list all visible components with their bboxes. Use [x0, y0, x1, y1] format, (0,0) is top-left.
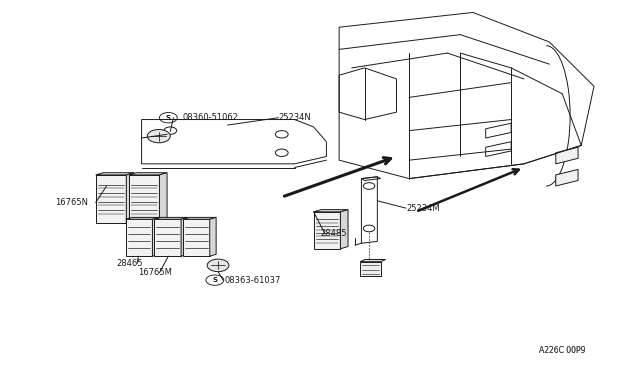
- Text: 08360-51062: 08360-51062: [183, 113, 239, 122]
- Polygon shape: [126, 173, 134, 223]
- Polygon shape: [340, 210, 348, 249]
- Text: 08363-61037: 08363-61037: [225, 276, 281, 285]
- Polygon shape: [314, 210, 348, 212]
- Polygon shape: [129, 175, 159, 223]
- Text: 28485: 28485: [320, 230, 346, 238]
- Polygon shape: [154, 217, 188, 219]
- Polygon shape: [96, 175, 126, 223]
- Polygon shape: [125, 219, 152, 256]
- Polygon shape: [154, 219, 181, 256]
- Polygon shape: [556, 147, 578, 164]
- Polygon shape: [125, 217, 159, 219]
- Text: 28465: 28465: [116, 259, 143, 268]
- Polygon shape: [181, 217, 188, 256]
- Polygon shape: [96, 173, 134, 175]
- Polygon shape: [152, 217, 159, 256]
- Circle shape: [147, 129, 170, 143]
- Text: A226C 00P9: A226C 00P9: [539, 346, 586, 355]
- Polygon shape: [183, 217, 216, 219]
- Text: 25234M: 25234M: [406, 203, 440, 213]
- Text: 16765N: 16765N: [56, 198, 88, 207]
- Polygon shape: [360, 262, 381, 276]
- Text: A226C 00P9: A226C 00P9: [539, 346, 586, 355]
- Text: 25234N: 25234N: [278, 113, 311, 122]
- Circle shape: [207, 259, 229, 272]
- Text: S: S: [166, 115, 171, 121]
- Polygon shape: [210, 217, 216, 256]
- Polygon shape: [556, 169, 578, 186]
- Text: 16765M: 16765M: [138, 268, 172, 277]
- Polygon shape: [183, 219, 210, 256]
- Polygon shape: [360, 260, 386, 262]
- Polygon shape: [159, 173, 167, 223]
- Text: S: S: [212, 277, 218, 283]
- Polygon shape: [129, 173, 167, 175]
- Polygon shape: [314, 212, 340, 249]
